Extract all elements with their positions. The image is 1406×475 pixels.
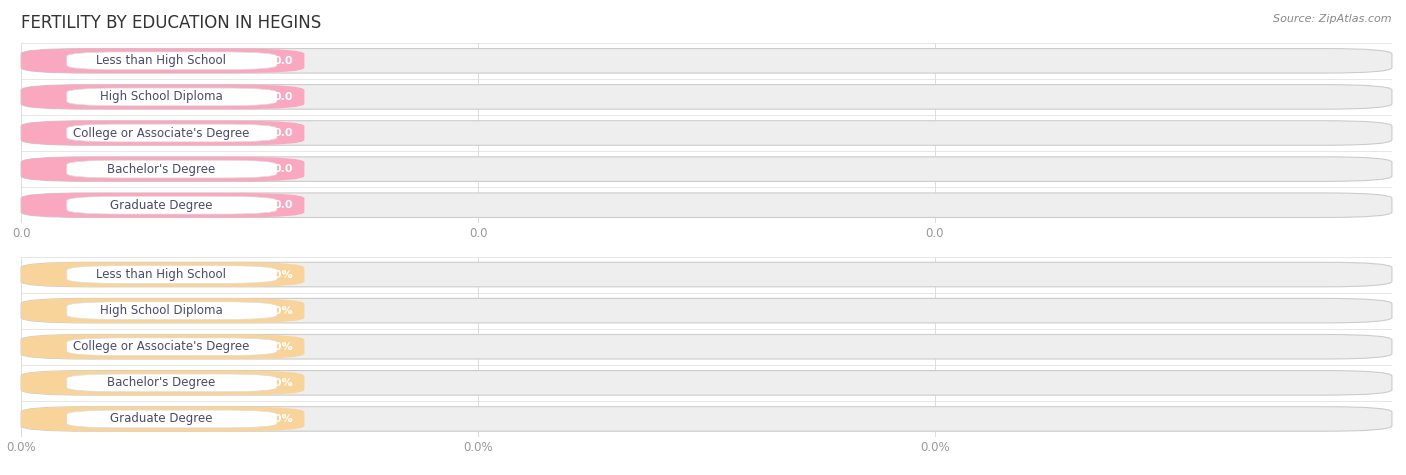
Text: Less than High School: Less than High School bbox=[97, 54, 226, 67]
Text: Graduate Degree: Graduate Degree bbox=[110, 199, 212, 212]
FancyBboxPatch shape bbox=[21, 121, 1392, 145]
FancyBboxPatch shape bbox=[67, 302, 277, 320]
FancyBboxPatch shape bbox=[67, 410, 277, 428]
Text: Source: ZipAtlas.com: Source: ZipAtlas.com bbox=[1274, 14, 1392, 24]
FancyBboxPatch shape bbox=[21, 298, 304, 323]
FancyBboxPatch shape bbox=[21, 157, 1392, 181]
Text: 0.0%: 0.0% bbox=[263, 378, 292, 388]
Text: Bachelor's Degree: Bachelor's Degree bbox=[107, 376, 215, 390]
FancyBboxPatch shape bbox=[21, 48, 1392, 73]
Text: Bachelor's Degree: Bachelor's Degree bbox=[107, 162, 215, 176]
FancyBboxPatch shape bbox=[67, 374, 277, 392]
FancyBboxPatch shape bbox=[21, 262, 1392, 287]
FancyBboxPatch shape bbox=[21, 48, 304, 73]
FancyBboxPatch shape bbox=[67, 160, 277, 178]
Text: 0.0: 0.0 bbox=[274, 200, 292, 210]
Text: FERTILITY BY EDUCATION IN HEGINS: FERTILITY BY EDUCATION IN HEGINS bbox=[21, 14, 322, 32]
Text: 0.0: 0.0 bbox=[274, 128, 292, 138]
FancyBboxPatch shape bbox=[21, 85, 304, 109]
FancyBboxPatch shape bbox=[21, 334, 304, 359]
Text: High School Diploma: High School Diploma bbox=[100, 90, 222, 104]
FancyBboxPatch shape bbox=[21, 407, 304, 431]
Text: 0.0: 0.0 bbox=[274, 92, 292, 102]
Text: 0.0%: 0.0% bbox=[263, 269, 292, 280]
Text: High School Diploma: High School Diploma bbox=[100, 304, 222, 317]
Text: College or Associate's Degree: College or Associate's Degree bbox=[73, 340, 249, 353]
Text: 0.0%: 0.0% bbox=[263, 414, 292, 424]
Text: 0.0%: 0.0% bbox=[263, 305, 292, 316]
FancyBboxPatch shape bbox=[67, 266, 277, 284]
Text: 0.0: 0.0 bbox=[274, 56, 292, 66]
FancyBboxPatch shape bbox=[67, 52, 277, 70]
FancyBboxPatch shape bbox=[67, 124, 277, 142]
FancyBboxPatch shape bbox=[21, 407, 1392, 431]
Text: Graduate Degree: Graduate Degree bbox=[110, 412, 212, 426]
FancyBboxPatch shape bbox=[21, 370, 1392, 395]
FancyBboxPatch shape bbox=[67, 338, 277, 356]
FancyBboxPatch shape bbox=[21, 121, 304, 145]
FancyBboxPatch shape bbox=[21, 193, 1392, 218]
Text: Less than High School: Less than High School bbox=[97, 268, 226, 281]
FancyBboxPatch shape bbox=[67, 88, 277, 106]
FancyBboxPatch shape bbox=[21, 85, 1392, 109]
FancyBboxPatch shape bbox=[67, 196, 277, 214]
Text: 0.0: 0.0 bbox=[274, 164, 292, 174]
FancyBboxPatch shape bbox=[21, 298, 1392, 323]
FancyBboxPatch shape bbox=[21, 334, 1392, 359]
FancyBboxPatch shape bbox=[21, 370, 304, 395]
FancyBboxPatch shape bbox=[21, 193, 304, 218]
Text: 0.0%: 0.0% bbox=[263, 342, 292, 352]
FancyBboxPatch shape bbox=[21, 262, 304, 287]
Text: College or Associate's Degree: College or Associate's Degree bbox=[73, 126, 249, 140]
FancyBboxPatch shape bbox=[21, 157, 304, 181]
